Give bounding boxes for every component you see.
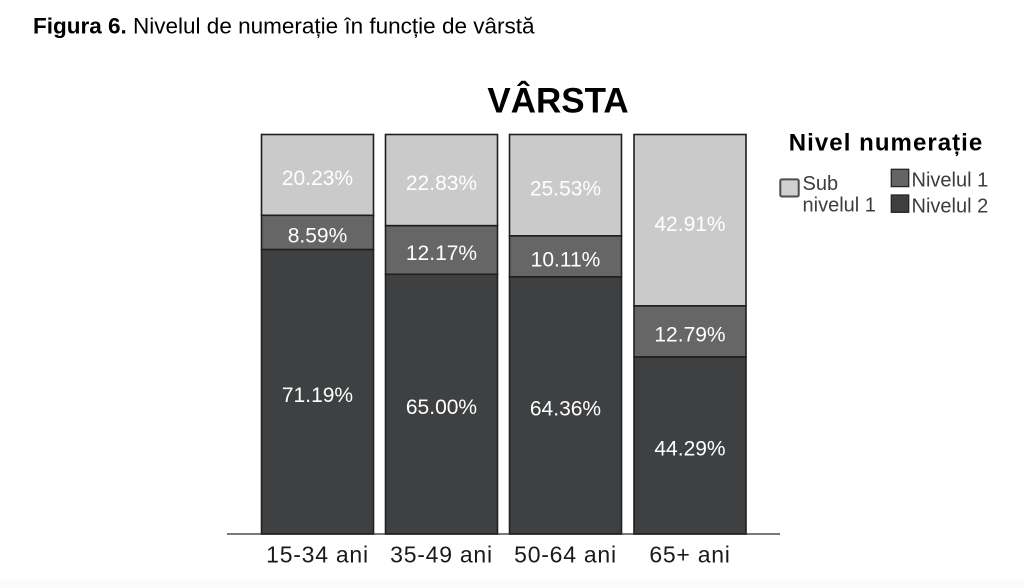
svg-text:44.29%: 44.29%	[654, 438, 725, 461]
svg-text:8.59%: 8.59%	[288, 225, 348, 248]
svg-text:Sub: Sub	[803, 173, 839, 195]
svg-text:VÂRSTA: VÂRSTA	[487, 81, 628, 121]
svg-text:Nivelul 2: Nivelul 2	[912, 195, 989, 217]
svg-text:12.17%: 12.17%	[406, 242, 477, 265]
svg-text:50-64 ani: 50-64 ani	[514, 542, 617, 568]
svg-text:71.19%: 71.19%	[282, 384, 353, 407]
svg-text:25.53%: 25.53%	[530, 178, 601, 201]
svg-text:12.79%: 12.79%	[654, 324, 725, 347]
svg-text:Figura 6. Nivelul de numerație: Figura 6. Nivelul de numerație în funcți…	[33, 13, 535, 38]
svg-text:20.23%: 20.23%	[282, 167, 353, 190]
svg-text:35-49 ani: 35-49 ani	[390, 542, 493, 568]
svg-text:64.36%: 64.36%	[530, 398, 601, 421]
svg-text:22.83%: 22.83%	[406, 172, 477, 195]
svg-text:65+ ani: 65+ ani	[649, 542, 730, 568]
svg-text:15-34 ani: 15-34 ani	[266, 542, 369, 568]
svg-text:nivelul 1: nivelul 1	[803, 195, 876, 217]
svg-text:Nivel numerație: Nivel numerație	[789, 130, 983, 157]
svg-text:Nivelul 1: Nivelul 1	[912, 170, 989, 192]
svg-text:65.00%: 65.00%	[406, 396, 477, 419]
svg-text:10.11%: 10.11%	[531, 249, 601, 272]
svg-text:42.91%: 42.91%	[654, 213, 725, 236]
